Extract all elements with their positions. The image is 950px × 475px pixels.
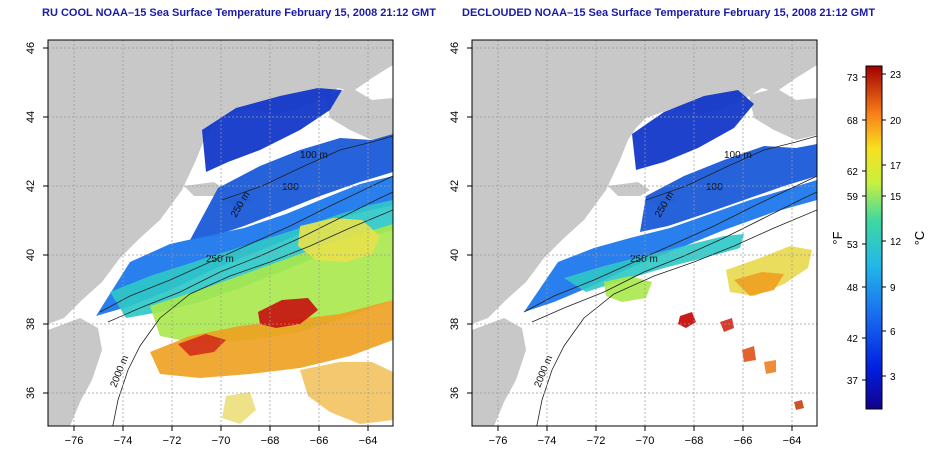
sst-cold-shelf [190, 134, 393, 240]
x-tick-label: −68 [261, 435, 280, 447]
land-cape [608, 182, 650, 196]
x-tick-label: −74 [114, 435, 133, 447]
sst-hottest-patch-2 [720, 318, 734, 332]
y-tick-label: 46 [449, 42, 461, 54]
f-tick-label: 42 [847, 334, 859, 345]
sst-mid-water [564, 234, 744, 292]
bathymetry-contours [99, 135, 393, 426]
sst-cold-shelf [640, 144, 817, 232]
x-tick-label: −76 [489, 435, 508, 447]
f-tick-label: 73 [847, 73, 859, 84]
c-tick-label: 23 [890, 70, 902, 81]
sst-cold-water [632, 90, 754, 170]
fahrenheit-tick-labels: 73 68 62 59 53 48 42 37 [847, 73, 859, 387]
x-tick-label: −72 [163, 435, 182, 447]
y-tick-label: 46 [25, 42, 37, 54]
f-tick-label: 48 [847, 283, 859, 294]
left-map-panel: 100 m 100 250 m 250 m 2000 m [25, 39, 394, 447]
land-peninsula [48, 318, 102, 426]
sst-cold-water [202, 88, 342, 172]
c-tick-label: 6 [890, 327, 896, 338]
f-tick-label: 59 [847, 192, 859, 203]
colorbar-ticks [862, 73, 886, 381]
sst-far-south [222, 392, 256, 424]
land-mass [48, 40, 393, 324]
x-tick-label: −74 [538, 435, 557, 447]
f-tick-label: 53 [847, 240, 859, 251]
map-grid [48, 40, 393, 426]
left-x-tick-labels: −76 −74 −72 −70 −68 −66 −64 [65, 435, 378, 447]
contour-label-250m-b: 250 m [206, 254, 234, 265]
left-map-content: 100 m 100 250 m 250 m 2000 m [48, 40, 393, 426]
f-tick-label: 37 [847, 376, 859, 387]
y-tick-label: 40 [25, 249, 37, 261]
y-tick-label: 44 [25, 111, 37, 123]
contour-label-100: 100 [706, 182, 723, 193]
left-axis-ticks [43, 47, 369, 431]
right-map-panel: 100 m 100 250 m 250 m 2000 m [449, 39, 818, 447]
c-tick-label: 20 [890, 116, 902, 127]
f-tick-label: 62 [847, 167, 859, 178]
c-tick-label: 17 [890, 161, 902, 172]
x-tick-label: −76 [65, 435, 84, 447]
y-tick-label: 38 [449, 318, 461, 330]
contour-label-250m-b: 250 m [630, 254, 658, 265]
right-map-content: 100 m 100 250 m 250 m 2000 m [472, 40, 817, 426]
fahrenheit-axis-label: °F [830, 231, 845, 244]
f-tick-label: 68 [847, 116, 859, 127]
contour-label-100: 100 [282, 182, 299, 193]
right-y-tick-labels: 46 44 42 40 38 36 [449, 42, 461, 399]
x-tick-label: −70 [212, 435, 231, 447]
contour-label-100m: 100 m [300, 150, 328, 161]
sst-south-speck [794, 400, 804, 410]
contour-label-100m: 100 m [724, 150, 752, 161]
land-peninsula [472, 318, 526, 426]
right-x-tick-labels: −76 −74 −72 −70 −68 −66 −64 [489, 435, 802, 447]
sst-hot-patch [734, 272, 784, 296]
y-tick-label: 40 [449, 249, 461, 261]
y-tick-label: 42 [25, 180, 37, 192]
land-mass [472, 40, 817, 324]
sst-hot-speck [742, 346, 756, 362]
sst-hottest-patch [258, 298, 318, 328]
x-tick-label: −72 [587, 435, 606, 447]
land-northeast [325, 88, 393, 140]
y-tick-label: 42 [449, 180, 461, 192]
right-panel-title: DECLOUDED NOAA–15 Sea Surface Temperatur… [462, 7, 876, 19]
c-tick-label: 15 [890, 192, 902, 203]
right-axis-ticks [467, 47, 793, 431]
sst-hottest-patch [678, 312, 696, 328]
sst-south-speckle [300, 362, 393, 424]
y-tick-label: 36 [25, 387, 37, 399]
sst-hot-speck-2 [764, 360, 776, 374]
c-tick-label: 9 [890, 283, 896, 294]
land-cape [184, 182, 226, 196]
x-tick-label: −64 [783, 435, 802, 447]
bathymetry-contours [523, 135, 817, 426]
land-northeast [749, 88, 817, 140]
y-tick-label: 36 [449, 387, 461, 399]
sst-hottest-patch-2 [178, 334, 226, 356]
sst-hot-band [150, 300, 393, 378]
left-panel-title: RU COOL NOAA–15 Sea Surface Temperature … [42, 7, 436, 19]
celsius-axis-label: °C [912, 231, 927, 246]
c-tick-label: 3 [890, 372, 896, 383]
map-grid [472, 40, 817, 426]
x-tick-label: −66 [310, 435, 329, 447]
x-tick-label: −68 [685, 435, 704, 447]
temperature-colorbar: 73 68 62 59 53 48 42 37 23 20 17 15 12 9… [830, 65, 927, 410]
y-tick-label: 38 [25, 318, 37, 330]
y-tick-label: 44 [449, 111, 461, 123]
colorbar-gradient [865, 65, 883, 410]
left-y-tick-labels: 46 44 42 40 38 36 [25, 42, 37, 399]
celsius-tick-labels: 23 20 17 15 12 9 6 3 [890, 70, 902, 383]
x-tick-label: −70 [636, 435, 655, 447]
c-tick-label: 12 [890, 237, 902, 248]
x-tick-label: −66 [734, 435, 753, 447]
x-tick-label: −64 [359, 435, 378, 447]
